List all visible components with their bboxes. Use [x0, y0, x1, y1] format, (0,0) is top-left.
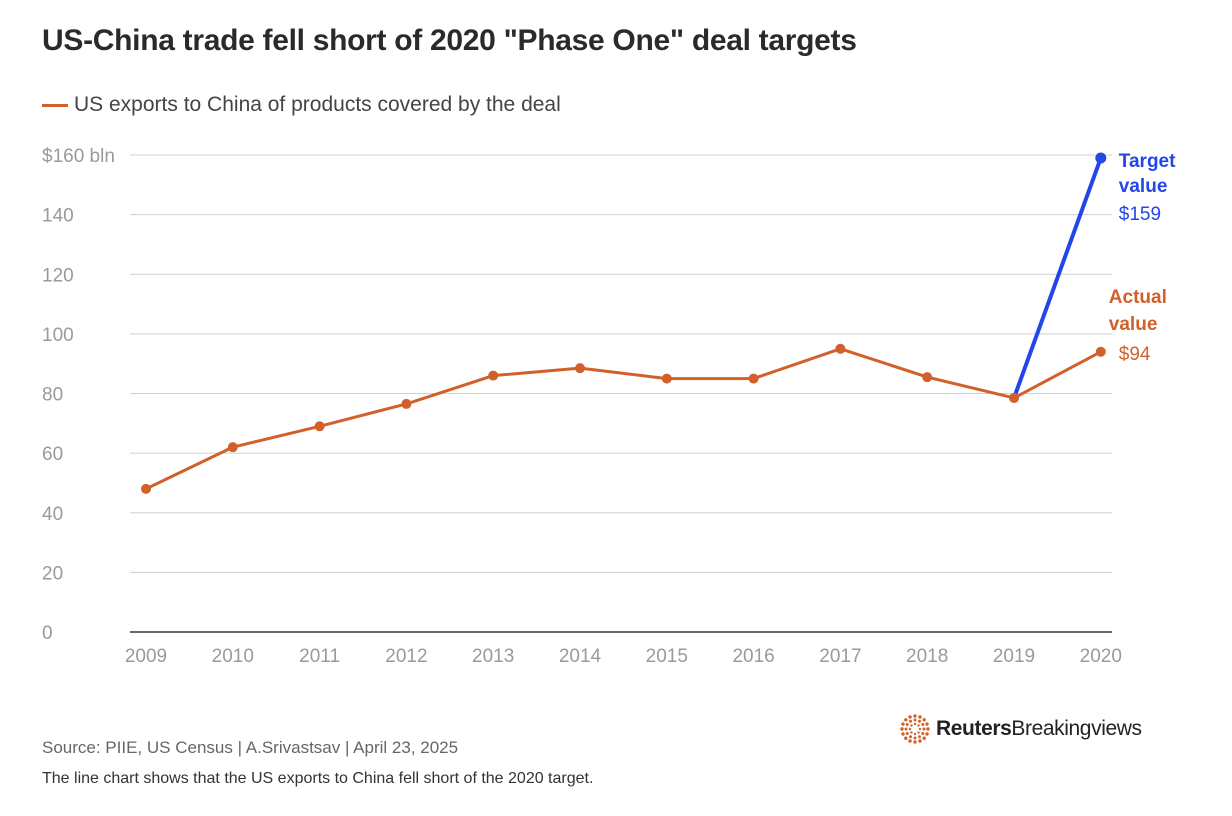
series — [141, 152, 1107, 494]
logo-dot — [926, 727, 930, 731]
actual-data-point — [227, 442, 238, 453]
legend-swatch — [42, 103, 68, 107]
x-tick-label: 2014 — [559, 646, 602, 667]
actual-data-point — [488, 370, 499, 381]
x-tick-label: 2020 — [1080, 646, 1122, 667]
y-tick-label: $160 bln — [42, 146, 115, 167]
logo-dot — [900, 727, 904, 731]
target-data-point — [1095, 152, 1107, 164]
actual-series-line — [145, 347, 1102, 491]
logo-dot — [925, 732, 929, 736]
actual-data-point — [401, 398, 412, 409]
logo-dot — [918, 727, 922, 731]
logo-dot — [905, 732, 909, 735]
y-tick-label: 20 — [42, 563, 63, 584]
logo-dot — [925, 722, 929, 726]
logo-dot — [909, 719, 912, 723]
logo-dot — [901, 722, 905, 726]
legend: US exports to China of products covered … — [42, 93, 561, 117]
logo-dot — [905, 723, 909, 726]
chart-description: The line chart shows that the US exports… — [42, 770, 594, 787]
logo-dot — [908, 715, 912, 719]
logo-dot — [913, 718, 917, 722]
y-tick-label: 100 — [42, 325, 74, 346]
x-tick-label: 2019 — [993, 646, 1035, 667]
actual-data-point — [1009, 392, 1019, 403]
logo-dot — [913, 740, 917, 744]
logo-dot — [904, 736, 908, 740]
x-tick-label: 2010 — [212, 646, 254, 667]
logo-dot — [910, 724, 913, 727]
target-annotation-label-2: value — [1119, 176, 1168, 197]
logo-dot — [913, 736, 917, 740]
logo-dot — [922, 727, 926, 731]
logo-dot — [918, 719, 921, 723]
x-tick-label: 2016 — [732, 646, 774, 667]
logo-dot — [922, 736, 926, 740]
logo-dot — [918, 715, 922, 719]
target-series-line — [1012, 157, 1103, 399]
logo-dot — [913, 722, 917, 726]
logo-dot — [918, 735, 921, 739]
logo-dot — [904, 727, 908, 731]
y-tick-label: 60 — [42, 444, 63, 465]
actual-data-point — [1095, 346, 1106, 357]
reuters-dot-logo-icon — [900, 714, 930, 744]
legend-label: US exports to China of products covered … — [74, 93, 561, 116]
logo-dot — [901, 732, 905, 736]
brand: Reuters Breakingviews — [900, 714, 1142, 744]
logo-dot — [922, 718, 926, 722]
x-tick-label: 2017 — [819, 646, 861, 667]
logo-dot — [913, 732, 917, 736]
actual-data-point — [835, 343, 846, 354]
x-tick-label: 2015 — [646, 646, 688, 667]
brand-product: Breakingviews — [1011, 717, 1142, 740]
annotations: Target value $159 Actual value $94 — [1109, 151, 1176, 365]
y-tick-label: 40 — [42, 504, 63, 525]
target-annotation-label: Target — [1119, 151, 1176, 172]
y-tick-label: 0 — [42, 623, 53, 644]
actual-annotation-label-2: value — [1109, 314, 1158, 335]
y-tick-label: 140 — [42, 206, 74, 227]
logo-dot — [918, 739, 922, 743]
logo-dot — [908, 727, 912, 731]
x-tick-label: 2018 — [906, 646, 948, 667]
gridlines — [130, 154, 1112, 573]
logo-dot — [921, 723, 925, 726]
actual-data-point — [575, 363, 585, 374]
actual-data-point — [314, 421, 325, 432]
actual-annotation-value: $94 — [1119, 344, 1151, 365]
x-tick-label: 2009 — [125, 646, 167, 667]
actual-data-point — [661, 373, 672, 384]
logo-dot — [904, 718, 908, 722]
brand-name: Reuters — [936, 717, 1012, 740]
actual-data-point — [141, 483, 151, 494]
actual-data-point — [922, 372, 933, 383]
y-tick-label: 80 — [42, 385, 63, 406]
logo-dot — [917, 724, 920, 727]
logo-dot — [909, 735, 912, 739]
source-credit: Source: PIIE, US Census | A.Srivastsav |… — [42, 738, 459, 757]
actual-data-point — [748, 373, 759, 384]
logo-dot — [908, 739, 912, 743]
chart-title: US-China trade fell short of 2020 "Phase… — [42, 24, 857, 57]
x-tick-label: 2011 — [299, 646, 340, 667]
y-tick-label: 120 — [42, 265, 74, 286]
x-tick-label: 2013 — [472, 646, 514, 667]
logo-dot — [921, 732, 925, 735]
logo-dot — [917, 731, 920, 734]
logo-dot — [913, 714, 917, 718]
logo-dot — [910, 731, 913, 734]
target-annotation-value: $159 — [1119, 204, 1161, 225]
x-tick-label: 2012 — [385, 646, 427, 667]
actual-annotation-label: Actual — [1109, 287, 1167, 308]
y-axis-ticks: 0 20 40 60 80 100 120 140 $160 bln — [42, 146, 115, 644]
x-axis-ticks: 2009 2010 2011 2012 2013 2014 2015 2016 2017 2018… — [125, 646, 1122, 667]
